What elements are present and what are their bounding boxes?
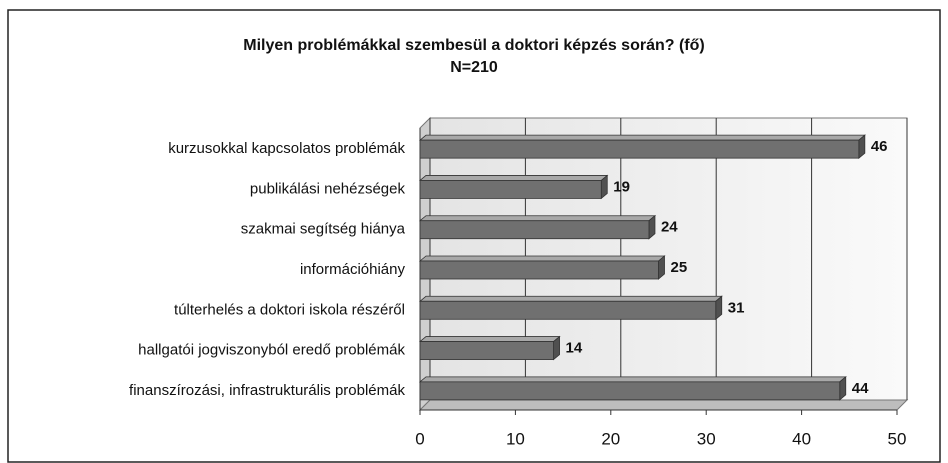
bar-top — [418, 134, 866, 141]
x-tick-label: 10 — [506, 429, 525, 448]
y-tick-label: kurzusokkal kapcsolatos problémák — [168, 140, 405, 157]
y-tick-label: információhiány — [300, 261, 406, 278]
y-tick-label: publikálási nehézségek — [250, 180, 406, 197]
x-tick-label: 50 — [888, 429, 907, 448]
bar-top — [418, 215, 657, 222]
chart-title: Milyen problémákkal szembesül a doktori … — [243, 37, 704, 54]
y-tick-label: finanszírozási, infrastrukturális problé… — [129, 382, 405, 399]
bar-top — [418, 336, 561, 342]
value-label: 46 — [871, 138, 888, 155]
bar — [419, 381, 841, 401]
value-label: 31 — [728, 299, 745, 316]
value-label: 24 — [661, 219, 678, 236]
floor — [418, 399, 909, 411]
bar — [419, 220, 650, 240]
chart-frame — [7, 9, 941, 463]
bar-top — [418, 175, 609, 181]
bar — [419, 300, 717, 320]
y-tick-label: hallgatói jogviszonyból eredő problémák — [138, 342, 405, 359]
y-tick-label: szakmai segítség hiánya — [241, 221, 406, 238]
bar-top — [418, 376, 847, 383]
value-label: 25 — [671, 259, 688, 276]
x-tick-label: 0 — [415, 429, 424, 448]
y-tick-label: túlterhelés a doktori iskola részéről — [174, 301, 405, 318]
x-tick-label: 30 — [697, 429, 716, 448]
value-label: 44 — [852, 380, 869, 397]
value-label: 19 — [613, 178, 630, 195]
bar — [419, 341, 554, 360]
bar — [419, 139, 860, 159]
chart-subtitle: N=210 — [450, 59, 498, 76]
bar-top — [418, 255, 666, 262]
bar — [419, 260, 659, 280]
x-tick-label: 20 — [601, 429, 620, 448]
bar-top — [418, 295, 723, 302]
x-tick-label: 40 — [792, 429, 811, 448]
bar — [419, 180, 602, 199]
value-label: 14 — [566, 340, 583, 357]
